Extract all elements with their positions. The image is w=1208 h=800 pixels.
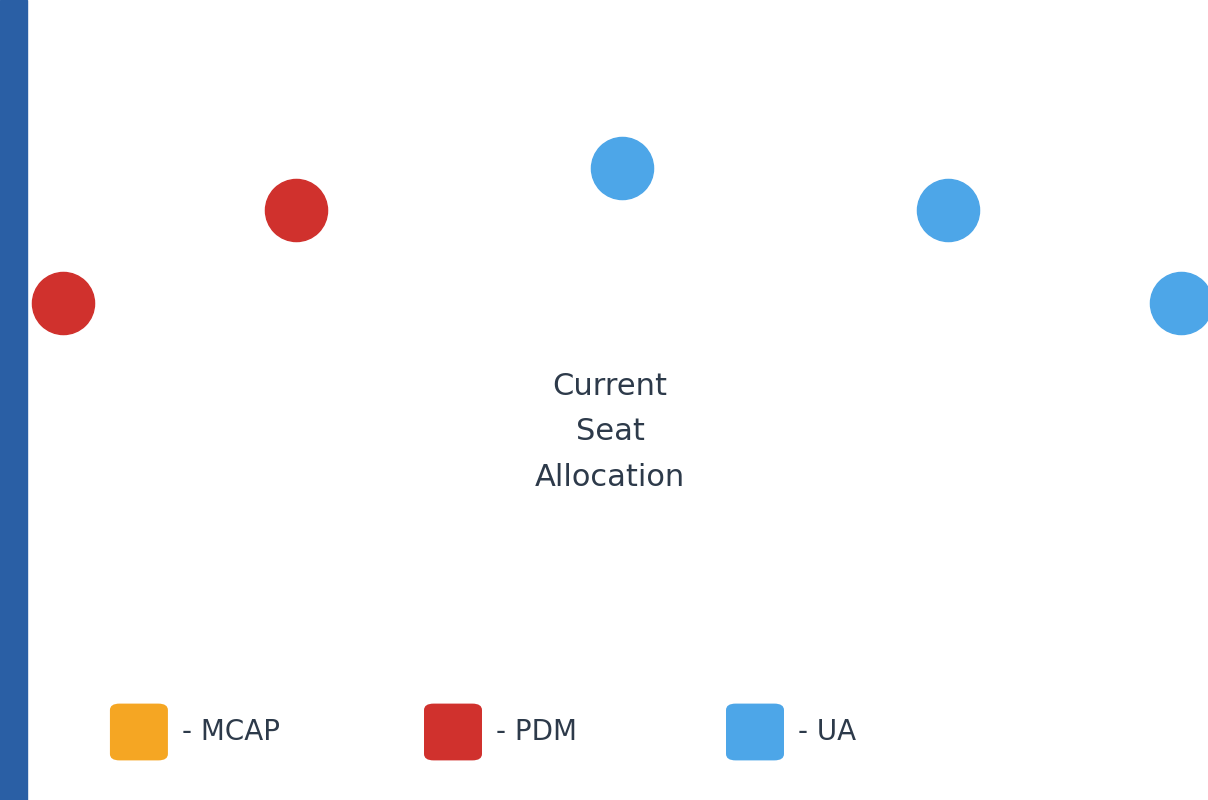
Point [53,296,72,309]
Point [612,162,632,174]
Text: - UA: - UA [798,718,856,746]
FancyBboxPatch shape [726,704,784,760]
Point [286,203,306,216]
Text: Current
Seat
Allocation: Current Seat Allocation [535,372,685,491]
Point [939,203,958,216]
Point [1172,296,1191,309]
FancyBboxPatch shape [110,704,168,760]
Text: - PDM: - PDM [496,718,577,746]
FancyBboxPatch shape [424,704,482,760]
Text: - MCAP: - MCAP [182,718,280,746]
